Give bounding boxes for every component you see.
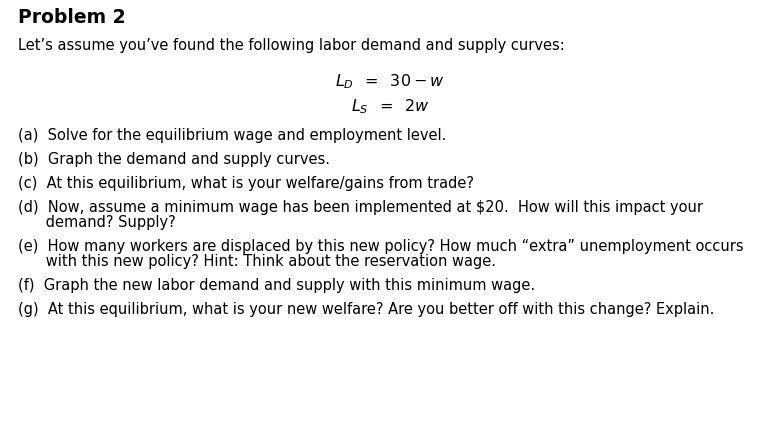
Text: $L_S \;\;=\;\; 2w$: $L_S \;\;=\;\; 2w$	[351, 97, 429, 116]
Text: Problem 2: Problem 2	[18, 8, 126, 27]
Text: (g)  At this equilibrium, what is your new welfare? Are you better off with this: (g) At this equilibrium, what is your ne…	[18, 302, 714, 317]
Text: demand? Supply?: demand? Supply?	[18, 215, 176, 230]
Text: with this new policy? Hint: Think about the reservation wage.: with this new policy? Hint: Think about …	[18, 254, 496, 269]
Text: (a)  Solve for the equilibrium wage and employment level.: (a) Solve for the equilibrium wage and e…	[18, 128, 446, 143]
Text: Let’s assume you’ve found the following labor demand and supply curves:: Let’s assume you’ve found the following …	[18, 38, 565, 53]
Text: (b)  Graph the demand and supply curves.: (b) Graph the demand and supply curves.	[18, 152, 330, 167]
Text: (d)  Now, assume a minimum wage has been implemented at $20.  How will this impa: (d) Now, assume a minimum wage has been …	[18, 200, 703, 215]
Text: (f)  Graph the new labor demand and supply with this minimum wage.: (f) Graph the new labor demand and suppl…	[18, 278, 535, 293]
Text: $L_D \;\;=\;\; 30 - w$: $L_D \;\;=\;\; 30 - w$	[335, 72, 445, 91]
Text: (c)  At this equilibrium, what is your welfare/gains from trade?: (c) At this equilibrium, what is your we…	[18, 176, 474, 191]
Text: (e)  How many workers are displaced by this new policy? How much “extra” unemplo: (e) How many workers are displaced by th…	[18, 239, 743, 254]
